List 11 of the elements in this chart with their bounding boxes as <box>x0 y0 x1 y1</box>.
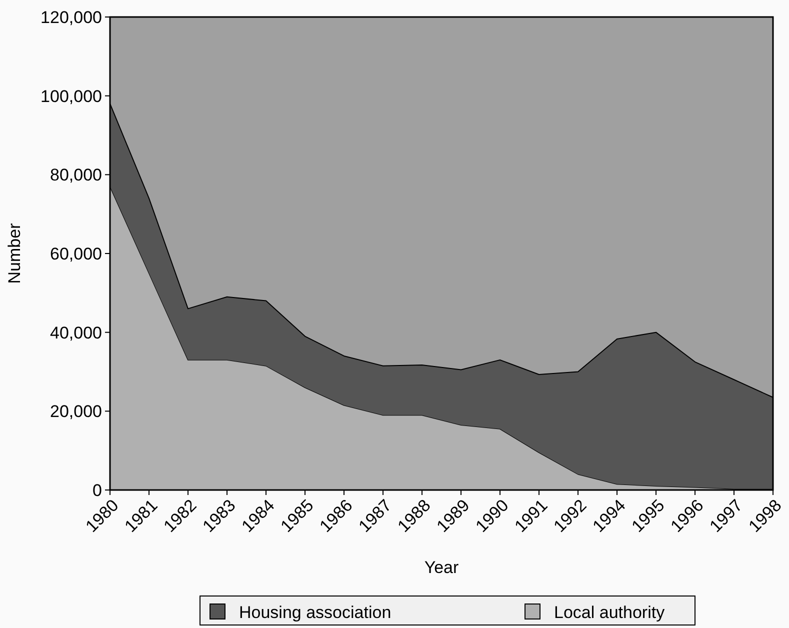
legend-label: Local authority <box>554 602 666 622</box>
x-axis-title: Year <box>424 558 460 577</box>
y-tick-label: 80,000 <box>50 166 102 185</box>
y-tick-label: 20,000 <box>50 402 102 422</box>
y-tick-label: 60,000 <box>50 244 102 264</box>
y-tick-label: 0 <box>92 480 102 500</box>
legend-label: Housing association <box>239 602 392 622</box>
y-tick-label: 100,000 <box>40 86 102 106</box>
y-tick-label: 40,000 <box>50 323 102 342</box>
y-axis-title: Number <box>5 222 24 284</box>
y-tick-label: 120,000 <box>40 8 102 27</box>
